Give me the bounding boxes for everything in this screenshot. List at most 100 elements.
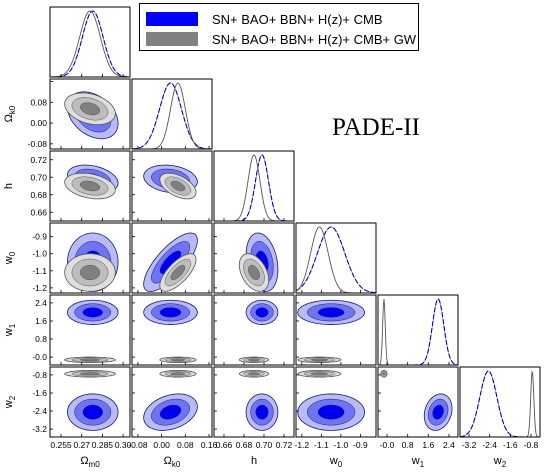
panel-frame-w0-w0 [295, 222, 377, 294]
x-tick-label-w0: -1.2 [295, 440, 310, 450]
marginal-curve-Om0-series-1 [50, 10, 130, 77]
marginal-curve-w1-series-1 [378, 298, 458, 365]
contour-w0-Om0-series-2-level-3 [79, 264, 101, 281]
marginal-curve-outline-w2 [460, 370, 540, 437]
panel-w2-vs-w0 [297, 370, 365, 431]
legend-label-series-1: SN+ BAO+ BBN+ H(z)+ CMB [212, 11, 383, 27]
panel-w2-vs-Ok0 [143, 370, 198, 431]
y-tick-label-w0: -0.9 [32, 232, 47, 242]
contour-w2-Ok0-series-1-level-3 [159, 404, 182, 420]
x-axis-label-h: h [251, 455, 257, 467]
y-tick-label-w1: 0.8 [35, 334, 47, 344]
legend: SN+ BAO+ BBN+ H(z)+ CMB SN+ BAO+ BBN+ H(… [139, 3, 419, 51]
marginal-curve-w1-series-2 [378, 299, 458, 365]
y-tick-label-Ok0: 0.08 [30, 97, 47, 107]
contour-w2-Om0-series-2-level-3 [79, 372, 101, 376]
y-tick-label-Ok0: -0.08 [28, 139, 48, 149]
marginal-curve-Om0-series-2 [50, 10, 130, 77]
diagonal-panel-w0 [296, 226, 376, 293]
contour-w1-Ok0-series-2-level-3 [170, 358, 186, 362]
panel-h-vs-Om0 [64, 164, 119, 200]
x-tick-label-Ok0: 0.08 [177, 440, 194, 450]
x-tick-label-w0: -1.0 [334, 440, 349, 450]
contour-w1-w0-series-1-level-3 [317, 307, 345, 318]
panel-frame-w1-w0 [295, 294, 377, 366]
y-tick-label-w0: -1.2 [32, 283, 47, 293]
panel-w0-vs-Om0 [64, 232, 119, 292]
contour-w2-h-series-2-level-3 [248, 372, 260, 376]
marginal-curve-h-series-2 [214, 154, 294, 221]
diagonal-panel-Om0 [50, 10, 130, 77]
x-tick-label-Om0: 0.27 [73, 440, 90, 450]
panel-w1-vs-Om0 [64, 299, 119, 363]
x-tick-label-w1: 0.8 [402, 440, 414, 450]
panel-frame-w0-Ok0 [131, 222, 213, 294]
x-tick-label-w1: 1.6 [422, 440, 434, 450]
contour-Ok0-Om0-series-2-level-3 [79, 102, 101, 116]
y-tick-label-w1: 2.4 [35, 298, 47, 308]
x-tick-label-w0: -1.1 [314, 440, 329, 450]
panel-frame-w0-Om0 [49, 222, 131, 294]
x-tick-label-Ok0: 0.00 [153, 440, 170, 450]
diagonal-panel-Ok0 [132, 82, 212, 149]
x-axis-label-w1: w1 [411, 455, 425, 468]
x-tick-label-Ok0: 0.16 [201, 440, 218, 450]
panel-w1-vs-Ok0 [143, 299, 198, 363]
marginal-curve-w0-series-2 [296, 226, 376, 293]
diagonal-panel-w2 [460, 370, 540, 437]
x-tick-label-h: 0.66 [216, 440, 233, 450]
marginal-curve-outline-Ok0 [132, 82, 212, 149]
y-axis-label-h: h [3, 183, 15, 189]
x-axis-label-w2: w2 [493, 455, 507, 468]
y-axis-label-w0: w0 [3, 251, 17, 265]
panel-frame-w0-h [213, 222, 295, 294]
marginal-curve-Ok0-series-2 [132, 82, 212, 149]
contour-w1-w0-series-2-level-3 [310, 358, 328, 362]
panel-w0-vs-Ok0 [143, 232, 198, 292]
diagonal-panel-w1 [378, 298, 458, 365]
y-tick-label-h: 0.70 [30, 172, 47, 182]
contour-w1-Ok0-series-1-level-3 [159, 307, 182, 318]
panel-frame-w1-Ok0 [131, 294, 213, 366]
y-axis-label-Ok0: Ωk0 [3, 105, 17, 122]
x-tick-label-w2: -1.6 [503, 440, 518, 450]
panel-frame-w2-w0 [295, 366, 377, 438]
marginal-curve-outline-w1 [378, 298, 458, 365]
panel-h-vs-Ok0 [143, 164, 198, 200]
x-tick-label-Ok0: -0.08 [128, 440, 148, 450]
marginal-curve-outline-Om0 [50, 10, 130, 77]
y-tick-label-Ok0: 0.00 [30, 118, 47, 128]
panel-frame-w2-Om0 [49, 366, 131, 438]
y-tick-label-w1: 1.6 [35, 316, 47, 326]
y-tick-label-w0: -1.1 [32, 266, 47, 276]
legend-swatch-series-1 [146, 12, 198, 26]
y-tick-label-w1: -0.0 [32, 352, 47, 362]
contour-w0-Ok0-series-2-level-3 [170, 264, 186, 281]
contour-w1-h-series-2-level-3 [248, 358, 260, 362]
panel-frame-w2-w1 [377, 366, 459, 438]
legend-entry-series-1: SN+ BAO+ BBN+ H(z)+ CMB [146, 10, 383, 28]
model-label: PADE-II [332, 114, 420, 141]
contour-w0-h-series-2-level-3 [248, 264, 260, 281]
panel-frame-w1-Om0 [49, 294, 131, 366]
panel-frame-Om0-Om0 [49, 6, 131, 78]
panel-frame-w1-w1 [377, 294, 459, 366]
contour-w1-Om0-series-2-level-3 [79, 358, 101, 362]
contour-w2-Ok0-series-2-level-3 [170, 372, 186, 376]
panel-frame-h-Ok0 [131, 150, 213, 222]
contour-w2-h-series-1-level-3 [255, 404, 269, 420]
x-tick-label-Om0: 0.30 [115, 440, 132, 450]
x-tick-label-w2: -0.8 [524, 440, 539, 450]
y-tick-label-h: 0.66 [30, 207, 47, 217]
contour-w1-h-series-1-level-3 [255, 307, 269, 318]
panel-Ok0-vs-Om0 [64, 91, 119, 140]
contour-w1-Om0-series-1-level-3 [82, 307, 103, 318]
y-axis-label-w2: w2 [3, 395, 17, 409]
x-tick-label-h: 0.70 [256, 440, 273, 450]
panel-frame-w1-h [213, 294, 295, 366]
panel-frame-Ok0-Ok0 [131, 78, 213, 150]
x-tick-label-Om0: 0.285 [92, 440, 114, 450]
panel-frame-w2-h [213, 366, 295, 438]
x-tick-label-h: 0.68 [236, 440, 253, 450]
